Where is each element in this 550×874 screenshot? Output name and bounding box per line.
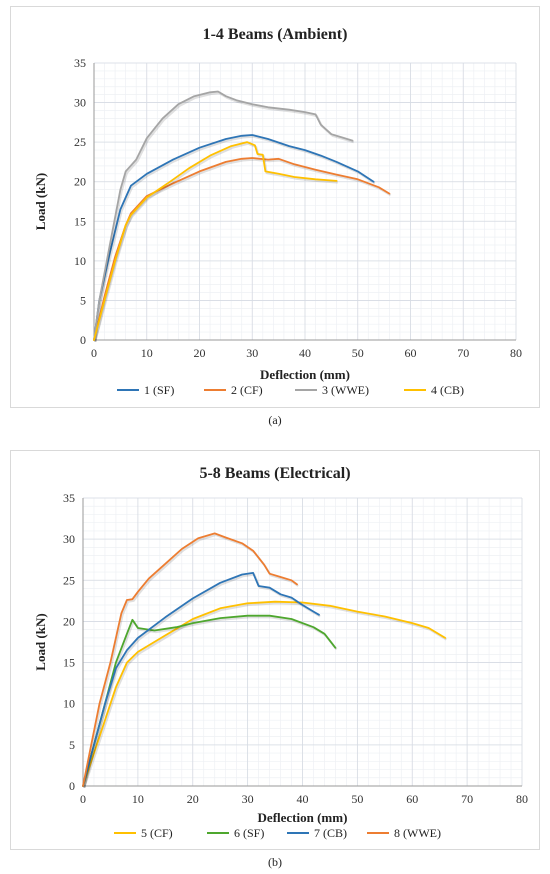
legend-label: 7 (CB) (314, 826, 347, 840)
series-shadow (94, 158, 392, 342)
series-shadow (94, 142, 338, 342)
y-tick-label: 0 (69, 779, 75, 793)
x-tick-label: 70 (461, 792, 473, 806)
line-chart-b: 0 10 20 30 40 50 60 70 80 0 5 10 15 20 25 30 35 5-8 Beams… (33, 465, 528, 840)
series-line-3 (93, 90, 354, 341)
caption-a: (a) (268, 413, 282, 427)
y-tick-label: 15 (63, 656, 75, 670)
x-tick-label: 0 (80, 792, 86, 806)
y-tick-label: 10 (74, 254, 86, 268)
x-tick-label: 50 (351, 792, 363, 806)
y-axis-label: Load (kN) (33, 173, 48, 230)
x-axis-label: Deflection (mm) (258, 810, 348, 825)
y-tick-label: 35 (74, 56, 86, 70)
y-tick-label: 5 (80, 293, 86, 307)
grid (82, 497, 523, 787)
x-tick-label: 60 (405, 346, 417, 360)
y-tick-label: 25 (63, 573, 75, 587)
y-tick-label: 10 (63, 697, 75, 711)
x-tick-label: 20 (187, 792, 199, 806)
caption-b: (b) (268, 855, 282, 869)
y-axis-label: Load (kN) (33, 613, 48, 670)
chart-panel-b: 0 10 20 30 40 50 60 70 80 0 5 10 15 20 25 30 35 5-8 Beams… (10, 450, 540, 850)
x-tick-label: 20 (194, 346, 206, 360)
chart-title: 5-8 Beams (Electrical) (199, 465, 350, 482)
chart-title: 1-4 Beams (Ambient) (203, 26, 348, 43)
series-line-2 (82, 614, 337, 787)
x-tick-label: 40 (299, 346, 311, 360)
x-tick-label: 80 (516, 792, 528, 806)
y-tick-label: 30 (74, 96, 86, 110)
x-tick-label: 70 (457, 346, 469, 360)
legend-label: 1 (SF) (144, 383, 174, 397)
x-tick-label: 60 (406, 792, 418, 806)
y-tick-label: 35 (63, 491, 75, 505)
legend-label: 5 (CF) (141, 826, 173, 840)
series-line-1 (82, 600, 447, 787)
legend-label: 4 (CB) (431, 383, 464, 397)
chart-panel-a: 0 10 20 30 40 50 60 70 80 0 5 10 15 20 25 30 35 1-4 Beams… (10, 6, 540, 408)
y-tick-label: 20 (63, 614, 75, 628)
x-tick-label: 40 (297, 792, 309, 806)
series-shadow (94, 135, 376, 342)
line-chart-a: 0 10 20 30 40 50 60 70 80 0 5 10 15 20 25 30 35 1-4 Beams… (33, 26, 522, 397)
series-line-4 (93, 141, 338, 341)
x-axis-label: Deflection (mm) (260, 367, 350, 382)
x-tick-label: 80 (510, 346, 522, 360)
x-tick-label: 0 (91, 346, 97, 360)
grid (93, 62, 517, 341)
x-tick-label: 10 (141, 346, 153, 360)
legend-label: 3 (WWE) (322, 383, 369, 397)
x-tick-label: 10 (132, 792, 144, 806)
legend-label: 6 (SF) (234, 826, 264, 840)
legend-label: 2 (CF) (231, 383, 263, 397)
x-tick-label: 30 (246, 346, 258, 360)
y-tick-label: 20 (74, 175, 86, 189)
legend-label: 8 (WWE) (394, 826, 441, 840)
y-tick-label: 30 (63, 532, 75, 546)
series-line-1 (93, 134, 375, 341)
series-line-4 (82, 532, 298, 787)
y-tick-label: 15 (74, 214, 86, 228)
x-tick-label: 50 (352, 346, 364, 360)
y-tick-label: 25 (74, 135, 86, 149)
y-tick-label: 0 (80, 333, 86, 347)
y-tick-label: 5 (69, 738, 75, 752)
series-line-3 (82, 572, 320, 787)
x-tick-label: 30 (242, 792, 254, 806)
series-shadow (83, 602, 447, 788)
